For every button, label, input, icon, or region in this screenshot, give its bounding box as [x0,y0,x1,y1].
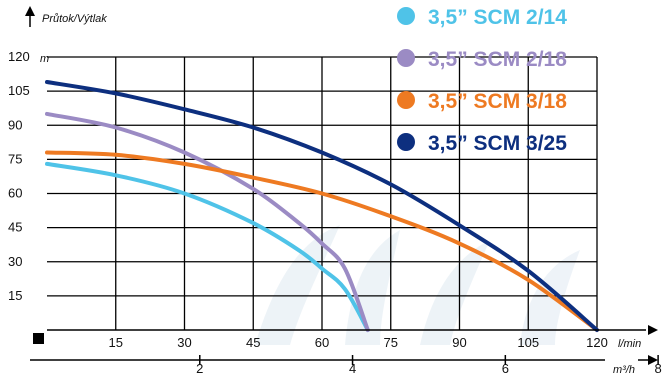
y-ticks: 15 30 45 60 75 90 105 120 [8,49,30,303]
x-tick-label: 15 [109,335,123,350]
x-tick-label: 60 [315,335,329,350]
x2-tick-label: 4 [349,361,356,375]
y-tick-label: 60 [8,186,22,201]
legend-marker-icon [397,91,415,109]
x2-tick-label: 6 [502,361,509,375]
series-line-3-5-scm-3-18 [45,150,599,332]
y-axis-label: Průtok/Výtlak [42,13,107,25]
y-tick-label: 45 [8,220,22,235]
y-tick-label: 105 [8,83,30,98]
x2-tick-label: 2 [196,361,203,375]
x-unit-label: l/min [618,338,641,350]
legend-marker-icon [397,49,415,67]
legend-label: 3,5” SCM 3/25 [428,132,567,155]
legend-marker-icon [397,133,415,151]
series-line-3-5-scm-2-14 [45,161,370,332]
y-tick-label: 15 [8,288,22,303]
x-axis-arrow-icon [648,325,658,335]
legend-label: 3,5” SCM 3/18 [428,90,567,113]
y-tick-label: 30 [8,254,22,269]
legend-label: 3,5” SCM 2/14 [428,6,567,29]
y-tick-label: 120 [8,49,30,64]
x-tick-label: 90 [452,335,466,350]
x-tick-label: 75 [384,335,398,350]
x2-unit-label: m³/h [613,364,635,375]
y-tick-label: 90 [8,117,22,132]
x2-axis-arrow-icon [648,355,658,365]
series-line-3-5-scm-3-25 [45,80,599,332]
y-tick-label: 75 [8,151,22,166]
legend: 3,5” SCM 2/14 3,5” SCM 2/18 3,5” SCM 3/18 3… [397,6,567,155]
x-tick-label: 30 [177,335,191,350]
x-tick-label: 45 [246,335,260,350]
origin-square-icon [33,333,44,344]
x2-ticks: 2 4 6 8 [196,355,662,375]
curves [45,80,599,332]
x-tick-label: 120 [586,335,608,350]
y-unit-label: m [40,53,49,65]
y-axis-arrow-icon [25,6,35,16]
axes [25,6,658,365]
legend-label: 3,5” SCM 2/18 [428,48,567,71]
x-ticks: 15 30 45 60 75 90 105 120 [109,335,608,350]
grid [47,56,598,330]
series-line-3-5-scm-2-18 [45,111,370,332]
watermark [255,225,580,345]
legend-marker-icon [397,7,415,25]
x2-tick-label: 8 [654,361,661,375]
x-tick-label: 105 [517,335,539,350]
